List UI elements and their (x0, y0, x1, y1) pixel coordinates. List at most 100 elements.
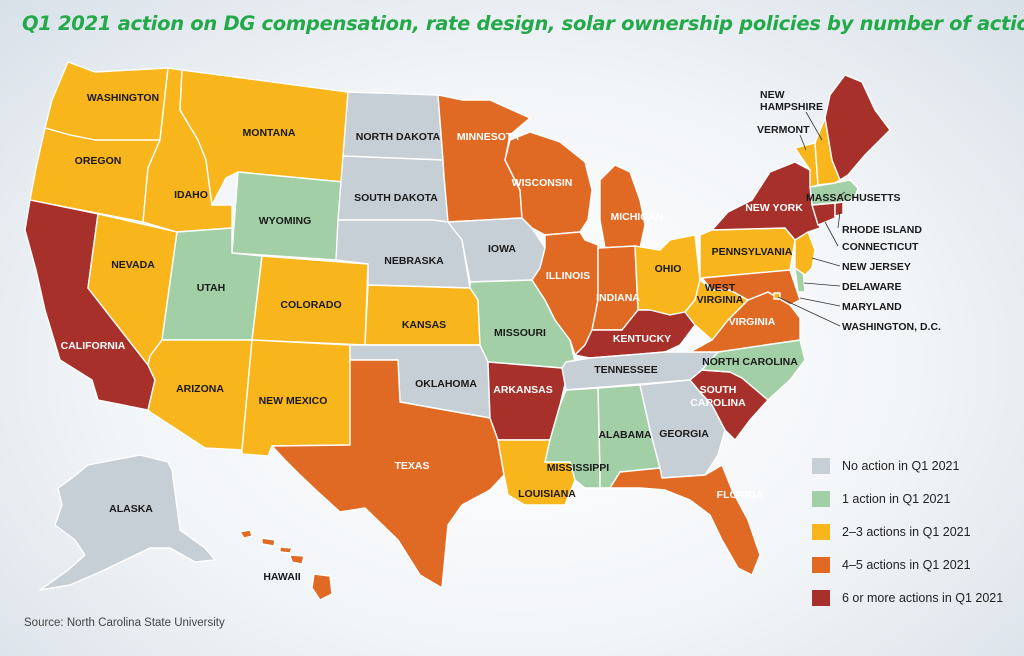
label-kansas: KANSAS (402, 319, 446, 331)
label-oklahoma: OKLAHOMA (415, 378, 477, 390)
label-california: CALIFORNIA (61, 340, 126, 352)
label-connecticut: CONNECTICUT (842, 241, 919, 253)
external-labels: NEW HAMPSHIRE VERMONT MASSACHUSETTS RHOD… (757, 89, 941, 333)
map-title: Q1 2021 action on DG compensation, rate … (22, 12, 1024, 35)
label-delaware: DELAWARE (842, 281, 902, 293)
label-tennessee: TENNESSEE (594, 364, 658, 376)
label-arkansas: ARKANSAS (493, 384, 553, 396)
label-rhode-island: RHODE ISLAND (842, 224, 922, 236)
label-idaho: IDAHO (174, 189, 208, 201)
legend-swatch-six-plus (812, 590, 830, 606)
leader-lines (777, 111, 846, 327)
label-montana: MONTANA (243, 127, 296, 139)
label-south-carolina-line2: CAROLINA (690, 397, 746, 409)
label-west-virginia-line1: WEST (705, 282, 736, 294)
leader-maryland (799, 297, 841, 307)
label-washington: WASHINGTON (87, 92, 159, 104)
state-florida[interactable] (609, 464, 761, 576)
label-colorado: COLORADO (280, 299, 341, 311)
leader-washington-dc (777, 296, 841, 327)
label-south-dakota: SOUTH DAKOTA (354, 192, 438, 204)
state-indiana[interactable] (591, 245, 639, 331)
label-georgia: GEORGIA (659, 428, 709, 440)
label-iowa: IOWA (488, 243, 516, 255)
label-new-hampshire-line1: NEW (760, 89, 785, 101)
state-washington-dc[interactable] (773, 292, 781, 300)
label-ohio: OHIO (655, 263, 682, 275)
legend-item-one: 1 action in Q1 2021 (812, 491, 1003, 507)
leader-new-jersey (811, 257, 841, 267)
label-new-york: NEW YORK (745, 202, 803, 214)
state-texas[interactable] (271, 359, 505, 589)
label-minnesota: MINNESOTA (457, 131, 520, 143)
map-legend: No action in Q1 2021 1 action in Q1 2021… (812, 458, 1003, 623)
legend-item-none: No action in Q1 2021 (812, 458, 1003, 474)
state-hawaii[interactable] (239, 529, 333, 601)
state-vermont[interactable] (794, 142, 819, 188)
state-massachusetts[interactable] (809, 179, 859, 206)
leader-connecticut (824, 221, 839, 247)
legend-swatch-two-three (812, 524, 830, 540)
source-note: Source: North Carolina State University (24, 617, 225, 629)
label-wisconsin: WISCONSIN (512, 177, 573, 189)
label-washington-dc: WASHINGTON, D.C. (842, 321, 941, 333)
legend-item-four-five: 4–5 actions in Q1 2021 (812, 557, 1003, 573)
label-massachusetts: MASSACHUSETTS (806, 192, 901, 204)
legend-label-six-plus: 6 or more actions in Q1 2021 (842, 591, 1004, 605)
state-alaska[interactable] (39, 454, 216, 591)
label-south-carolina-line1: SOUTH (700, 384, 737, 396)
label-new-mexico: NEW MEXICO (259, 395, 328, 407)
label-arizona: ARIZONA (176, 383, 224, 395)
label-oregon: OREGON (75, 155, 122, 167)
state-west-virginia[interactable] (684, 279, 749, 341)
label-louisiana: LOUISIANA (518, 488, 576, 500)
label-texas: TEXAS (394, 460, 429, 472)
leader-massachusetts (837, 191, 846, 198)
state-kansas[interactable] (364, 284, 481, 346)
label-wyoming: WYOMING (259, 215, 312, 227)
label-kentucky: KENTUCKY (613, 333, 671, 345)
legend-item-six-plus: 6 or more actions in Q1 2021 (812, 590, 1003, 606)
state-ohio[interactable] (634, 234, 701, 316)
leader-delaware (803, 282, 841, 287)
state-new-york[interactable] (711, 161, 821, 241)
legend-item-two-three: 2–3 actions in Q1 2021 (812, 524, 1003, 540)
label-nebraska: NEBRASKA (384, 255, 444, 267)
label-vermont: VERMONT (757, 124, 810, 136)
label-alaska: ALASKA (109, 503, 153, 515)
legend-swatch-four-five (812, 557, 830, 573)
state-rhode-island[interactable] (834, 201, 844, 217)
label-missouri: MISSOURI (494, 327, 546, 339)
label-west-virginia-line2: VIRGINIA (697, 294, 744, 306)
legend-swatch-none (812, 458, 830, 474)
state-maine[interactable] (824, 74, 891, 181)
label-illinois: ILLINOIS (546, 270, 590, 282)
label-north-dakota: NORTH DAKOTA (356, 131, 441, 143)
label-utah: UTAH (197, 282, 225, 294)
state-south-dakota[interactable] (337, 155, 449, 223)
leader-rhode-island (837, 211, 841, 229)
label-new-jersey: NEW JERSEY (842, 261, 911, 273)
label-mississippi: MISSISSIPPI (547, 462, 610, 474)
label-north-carolina: NORTH CAROLINA (702, 356, 798, 368)
leader-vermont (799, 134, 807, 151)
label-indiana: INDIANA (596, 292, 640, 304)
legend-label-none: No action in Q1 2021 (842, 459, 960, 473)
state-michigan[interactable] (599, 164, 646, 249)
leader-new-hampshire (805, 111, 823, 141)
state-north-dakota[interactable] (342, 91, 444, 161)
label-new-hampshire-line2: HAMPSHIRE (760, 101, 823, 113)
label-nevada: NEVADA (111, 259, 155, 271)
legend-swatch-one (812, 491, 830, 507)
label-michigan: MICHIGAN (610, 211, 663, 223)
label-pennsylvania: PENNSYLVANIA (712, 246, 793, 258)
label-florida: FLORIDA (717, 489, 764, 501)
state-arizona[interactable] (147, 339, 253, 451)
label-maryland: MARYLAND (842, 301, 902, 313)
legend-label-two-three: 2–3 actions in Q1 2021 (842, 525, 971, 539)
legend-label-one: 1 action in Q1 2021 (842, 492, 951, 506)
label-alabama: ALABAMA (598, 429, 651, 441)
legend-label-four-five: 4–5 actions in Q1 2021 (842, 558, 971, 572)
label-hawaii: HAWAII (263, 571, 300, 583)
